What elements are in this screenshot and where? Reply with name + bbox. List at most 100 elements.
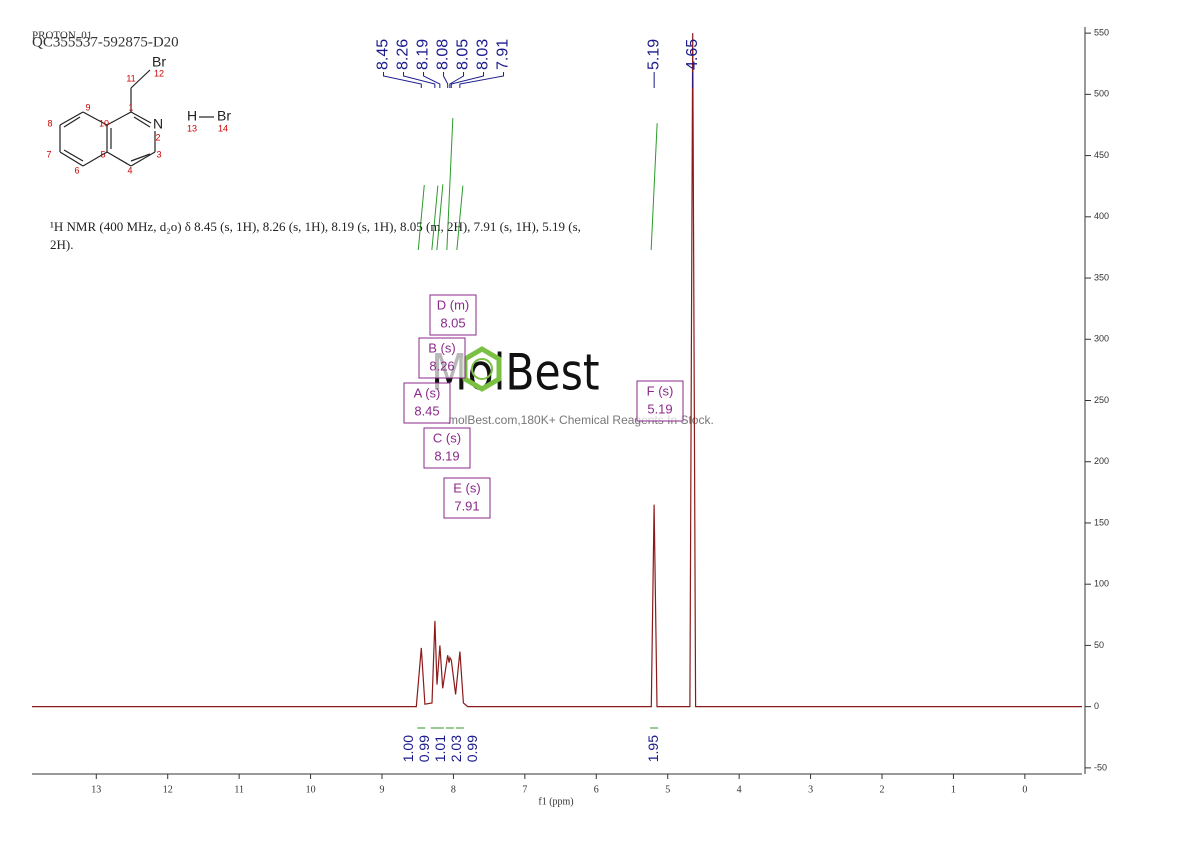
atom-label: 9 [85,102,90,112]
atom-label: 5 [100,149,105,159]
multiplet-label: D (m) [437,297,470,312]
multiplet-label: C (s) [433,430,461,445]
atom-label: 11 [126,73,135,83]
y-tick-label: 400 [1094,211,1109,221]
y-tick-label: 300 [1094,334,1109,344]
y-tick-label: 500 [1094,89,1109,99]
spectrum-line [32,33,1082,708]
atom-label: 2 [155,132,160,142]
peak-label: 8.08 [435,39,452,70]
atom-label: 10 [99,118,109,128]
atom-label: 14 [218,123,228,133]
x-tick-label: 4 [737,784,742,795]
integral-label: 2.03 [448,735,464,762]
peak-label: 8.19 [415,39,432,70]
integral-label: 0.99 [464,735,480,762]
atom-label: Br [217,108,231,124]
x-tick-label: 11 [234,784,244,795]
atom-label: 12 [154,68,164,78]
multiplet-shift: 7.91 [454,498,479,513]
atom-label: 6 [74,165,79,175]
multiplet-label: E (s) [453,480,480,495]
molecule-bonds [59,69,214,167]
multiplet-box [636,380,684,422]
y-tick-label: 150 [1094,517,1109,527]
multiplet-shift: 8.45 [414,403,439,418]
multiplet-box [429,294,477,336]
x-tick-label: 6 [594,784,599,795]
x-tick-label: 1 [951,784,956,795]
peak-label: 8.05 [455,39,472,70]
atom-label: H [187,108,197,124]
multiplet-box [423,427,471,469]
y-tick-label: 100 [1094,579,1109,589]
x-tick-label: 0 [1022,784,1027,795]
y-tick-label: 550 [1094,27,1109,37]
x-tick-label: 5 [665,784,670,795]
multiplet-label: F (s) [647,383,674,398]
x-tick-label: 3 [808,784,813,795]
multiplet-box [403,382,451,424]
atom-label: Br [152,54,166,70]
multiplet-box [443,477,491,519]
atom-label: 8 [47,118,52,128]
y-tick-label: 50 [1094,640,1104,650]
sample-name: QC355537-592875-D20 [32,34,179,50]
x-tick-label: 13 [91,784,101,795]
integral-curve [650,123,658,251]
peak-label: 4.65 [684,39,701,70]
integral-curve [431,185,439,251]
integral-label: 1.01 [432,735,448,762]
integral-curve [446,118,454,251]
integral-curve [456,185,464,251]
atom-label: 3 [156,149,161,159]
multiplet-shift: 8.05 [440,315,465,330]
x-tick-label: 9 [380,784,385,795]
peak-label: 5.19 [645,39,662,70]
atom-label: 4 [127,165,132,175]
x-tick-label: 8 [451,784,456,795]
peak-label: 7.91 [495,39,512,70]
multiplet-shift: 8.19 [434,448,459,463]
peak-label: 8.45 [375,39,392,70]
x-axis-label: f1 (ppm) [538,796,573,807]
peak-leader [449,72,465,88]
integral-label: 1.00 [400,735,416,762]
multiplet-label: A (s) [414,385,441,400]
x-tick-label: 10 [306,784,316,795]
multiplet-shift: 8.26 [429,358,454,373]
integral-label: 0.99 [416,735,432,762]
nmr-description: ¹H NMR (400 MHz, d₂o) δ 8.45 (s, 1H), 8.… [50,219,581,252]
integral-label: 1.95 [645,735,661,762]
multiplet-label: B (s) [428,340,455,355]
atom-label: 13 [187,123,197,133]
integral-curve [436,184,444,251]
atom-label: N [153,116,163,132]
peak-label: 8.26 [395,39,412,70]
x-tick-label: 7 [522,784,527,795]
peak-leader [423,72,441,88]
peak-leader [459,72,505,88]
multiplet-shift: 5.19 [647,401,672,416]
y-tick-label: 350 [1094,272,1109,282]
integral-curve [417,184,425,251]
y-tick-label: 200 [1094,456,1109,466]
experiment-name: PROTON_01 [32,30,92,42]
watermark-logo-ring [471,358,493,380]
y-tick-label: 0 [1094,701,1099,711]
y-tick-label: 250 [1094,395,1109,405]
peak-leader [450,72,485,88]
atom-label: 1 [128,102,133,112]
peak-leader [443,72,449,88]
x-tick-label: 2 [880,784,885,795]
y-tick-label: -50 [1094,762,1107,772]
multiplet-box [418,337,466,379]
x-tick-label: 12 [163,784,173,795]
atom-label: 7 [46,149,51,159]
peak-label: 8.03 [475,39,492,70]
peak-leader [403,72,436,88]
peak-leader [383,72,422,88]
y-tick-label: 450 [1094,150,1109,160]
